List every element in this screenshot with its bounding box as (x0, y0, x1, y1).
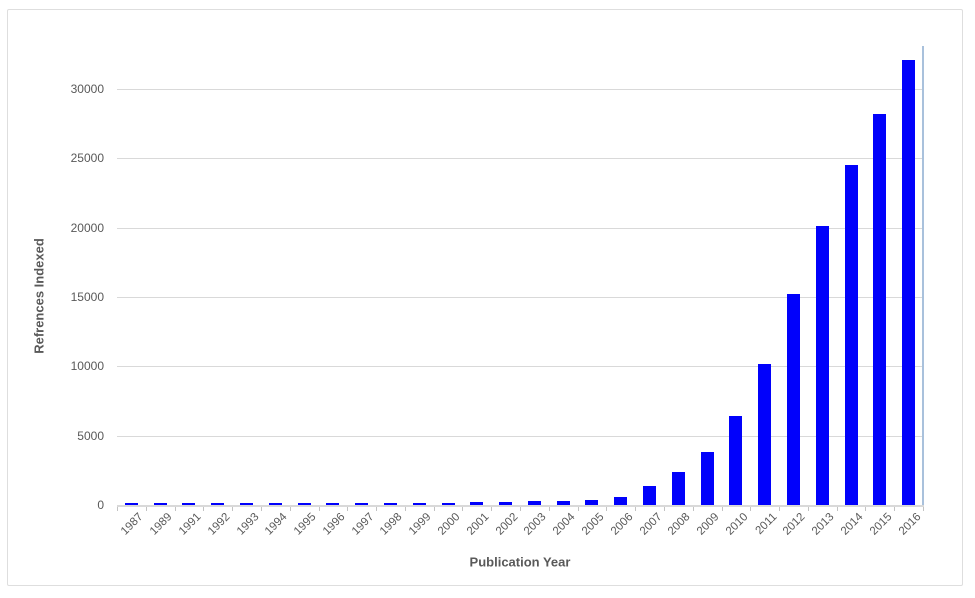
bar (902, 59, 916, 505)
axis-tick (520, 507, 521, 511)
bar (240, 503, 254, 505)
bar (499, 501, 513, 505)
y-tick-label: 20000 (70, 220, 104, 235)
y-tick-label: 5000 (77, 428, 104, 443)
bar (124, 503, 138, 505)
bar (470, 501, 484, 505)
y-tick-label: 30000 (70, 82, 104, 96)
gridline (117, 89, 923, 90)
axis-tick (779, 507, 781, 511)
bar (527, 500, 541, 505)
axis-tick (491, 507, 493, 511)
bar (614, 496, 628, 505)
axis-tick (462, 507, 464, 511)
axis-tick (807, 507, 809, 511)
axis-tick (750, 507, 752, 511)
axis-tick (347, 507, 349, 511)
axis-tick (894, 507, 896, 511)
x-axis-title: Publication Year (469, 554, 571, 570)
bar (700, 452, 714, 505)
bar (412, 502, 426, 505)
axis-tick (145, 507, 147, 511)
axis-tick (836, 507, 838, 511)
axis-tick (865, 507, 867, 511)
gridline (117, 227, 923, 229)
axis-tick (404, 507, 406, 511)
bar (153, 503, 167, 505)
axis-tick (606, 507, 608, 511)
y-tick-label: 10000 (70, 359, 104, 374)
bar (844, 165, 858, 505)
plot-right-border (922, 46, 924, 505)
x-axis-line (117, 505, 924, 507)
axis-tick (721, 507, 723, 511)
axis-tick (692, 507, 694, 511)
bar (585, 500, 599, 505)
gridline (117, 158, 923, 160)
bar (268, 503, 282, 505)
bar (326, 502, 340, 505)
bar (383, 503, 397, 505)
bar (873, 113, 887, 505)
axis-tick (635, 507, 637, 511)
bar (786, 294, 800, 505)
bar (297, 502, 311, 505)
axis-tick (318, 507, 320, 511)
axis-tick (548, 507, 550, 511)
gridline (117, 435, 923, 437)
bar (556, 500, 570, 505)
bar (815, 226, 829, 505)
axis-tick (663, 507, 665, 511)
bar (643, 485, 657, 505)
axis-tick (232, 507, 234, 511)
gridline (117, 366, 923, 368)
bar (729, 416, 743, 505)
axis-tick (260, 507, 262, 511)
gridline (117, 297, 923, 298)
axis-tick (577, 507, 579, 511)
y-tick-label: 0 (97, 498, 104, 512)
axis-tick (289, 507, 291, 511)
bar (441, 502, 455, 505)
axis-tick (923, 507, 924, 511)
bar (758, 363, 772, 505)
axis-tick (376, 507, 378, 511)
bar (671, 472, 685, 505)
axis-tick (174, 507, 176, 511)
bar (355, 502, 369, 505)
bar (211, 503, 225, 505)
y-tick-label: 15000 (70, 290, 104, 304)
axis-tick (117, 507, 118, 511)
axis-tick (433, 507, 435, 511)
y-tick-label: 25000 (70, 151, 104, 166)
bar (182, 503, 196, 505)
axis-tick (203, 507, 205, 511)
